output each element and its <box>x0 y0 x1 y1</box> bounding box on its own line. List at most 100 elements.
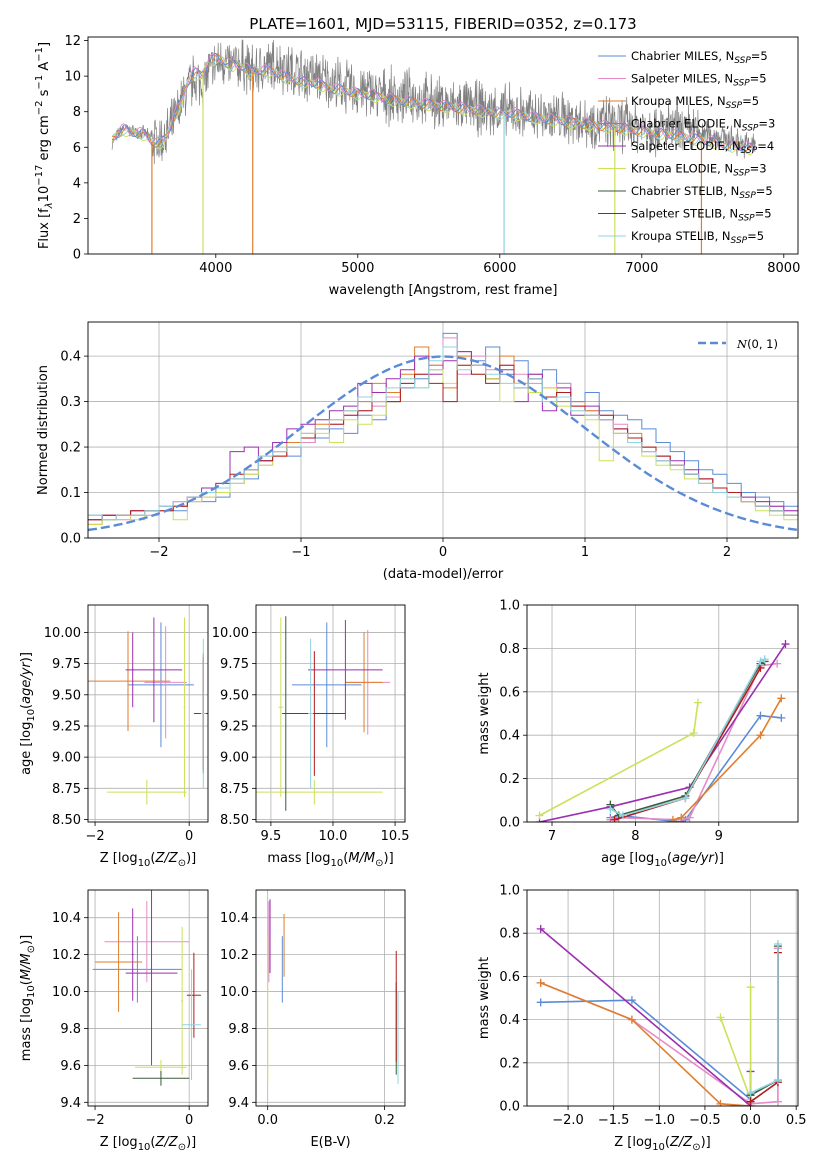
spectrum-y-label-part: 10 <box>37 186 52 203</box>
y-tick-label: 10.0 <box>52 985 81 1000</box>
y-tick-label: 0.0 <box>499 1100 520 1115</box>
weight-marker-cyan <box>773 1076 782 1085</box>
legend-entry-sub: SSP <box>731 236 748 246</box>
mass_vs_ebv-frame <box>255 889 406 1107</box>
legend-entry-text: Salpeter MILES, N <box>631 72 733 86</box>
y-tick-label: 0.8 <box>499 642 520 657</box>
massweight_vs_Z-y-label: mass weight <box>477 957 492 1039</box>
y-tick-label: 10.4 <box>220 911 249 926</box>
massweight_vs_age-x-label: age [log10(age/yr)] <box>601 851 724 869</box>
x-tick-label: 2 <box>723 545 731 560</box>
age_vs_Z-x-label-part: Z [log <box>100 851 138 866</box>
y-tick-label: 0.1 <box>60 486 81 501</box>
model-fit-line-blue <box>112 52 756 152</box>
age_vs_mass-x-label-part: ( <box>343 851 348 866</box>
y-tick-label: 0.3 <box>60 395 81 410</box>
massweight_vs_Z-plot-area <box>536 924 782 1106</box>
weight-line-cyan <box>750 944 779 1094</box>
figure-title: PLATE=1601, MJD=53115, FIBERID=0352, z=0… <box>249 15 636 33</box>
y-tick-label: 0 <box>73 248 81 263</box>
age_vs_Z-y-label: age [log10(age/yr)] <box>19 652 37 775</box>
mass_vs_Z-y-label-part: )] <box>19 935 34 945</box>
legend-entry-text: Chabrier STELIB, N <box>631 184 739 198</box>
massweight_vs_Z-axes: −2.0 −1.5 −1.0 −0.5 0.0 0.5 0.0 0.2 0.4 0.6 0.8 1.0 <box>499 884 806 1129</box>
age_vs_mass-axes: 9.5 10.0 10.5 8.50 8.75 9.00 9.25 9.50 9.75 10.00 <box>212 605 410 844</box>
y-tick-label: 10.2 <box>52 948 81 963</box>
y-tick-label: 10.4 <box>52 911 81 926</box>
legend-entry-text: Kroupa ELODIE, N <box>631 162 733 176</box>
weight-line-lime <box>719 987 752 1100</box>
y-tick-label: 1.0 <box>499 884 520 899</box>
legend-entry: Kroupa ELODIE, NSSP=3 <box>631 162 767 179</box>
mass_vs_ebv-plot-area <box>267 899 399 1084</box>
y-tick-label: 0.6 <box>499 685 520 700</box>
legend-entry-count: =5 <box>750 72 767 86</box>
mass_vs_Z-x-label-part: Z [log <box>100 1135 138 1150</box>
weight-line-purple <box>539 643 787 822</box>
weight-marker-lime <box>693 698 702 707</box>
y-tick-label: 0.2 <box>499 1056 520 1071</box>
massweight_vs_age-x-label-part: )] <box>714 851 724 866</box>
legend-entry: Salpeter MILES, NSSP=5 <box>631 72 767 89</box>
legend-entry-count: =5 <box>751 49 768 63</box>
legend-entry: Salpeter ELODIE, NSSP=4 <box>631 139 774 156</box>
x-tick-label: 0.5 <box>786 1113 807 1128</box>
residuals-frame <box>87 321 799 539</box>
age_vs_mass-plot-area <box>256 616 391 811</box>
weight-marker-purple <box>781 640 790 649</box>
massweight_vs_age-x-label-part: age [log <box>601 851 654 866</box>
y-tick-label: 10.2 <box>220 948 249 963</box>
x-tick-label: 7000 <box>625 261 658 276</box>
spectrum-frame <box>87 36 799 255</box>
massweight_vs_age-y-label: mass weight <box>477 672 492 754</box>
x-tick-label: −1.0 <box>644 1113 676 1128</box>
y-tick-label: 9.75 <box>52 657 81 672</box>
mass_vs_ebv-x-label: E(B-V) <box>310 1135 350 1150</box>
spectrum-y-label-part: λ <box>44 202 55 209</box>
y-tick-label: 10.00 <box>212 626 249 641</box>
mass_vs_Z-x-label-part: ⊙ <box>178 1142 186 1153</box>
legend-entry-count: =5 <box>756 184 773 198</box>
massweight_vs_Z-x-label-part: Z [log <box>614 1135 652 1150</box>
weight-marker-orange <box>756 731 765 740</box>
residuals-x-label: (data-model)/error <box>383 567 504 582</box>
y-tick-label: 10.0 <box>220 985 249 1000</box>
massweight_vs_age-frame <box>526 604 799 823</box>
spectrum-y-label-part: −2 <box>34 100 45 115</box>
y-tick-label: 9.6 <box>60 1059 81 1074</box>
spectrum-y-label-part: −17 <box>34 165 45 186</box>
age_vs_Z-x-label-part: Z/Z <box>155 851 179 866</box>
x-tick-label: 6000 <box>483 261 516 276</box>
legend-gaussian-symbol: N <box>736 337 748 351</box>
age_vs_Z-frame <box>87 604 209 823</box>
y-tick-label: 8 <box>73 105 81 120</box>
age_vs_Z-y-label-part: )] <box>19 652 34 662</box>
mass_vs_Z-x-label-part: 10 <box>138 1142 151 1153</box>
mass_vs_Z-y-label: mass [log10(M/M⊙)] <box>19 935 37 1061</box>
y-tick-label: 9.8 <box>60 1022 81 1037</box>
weight-marker-blue <box>536 998 545 1007</box>
legend-entry: Salpeter STELIB, NSSP=5 <box>631 207 772 224</box>
massweight_vs_Z-x-label-part: 10 <box>652 1142 665 1153</box>
legend-entry-sub: SSP <box>734 56 751 66</box>
y-tick-label: 9.8 <box>228 1022 249 1037</box>
weight-line-darkred <box>750 952 779 1103</box>
weight-marker-cyan <box>773 940 782 948</box>
age_vs_mass-x-label-part: M/M <box>348 851 375 866</box>
mass_vs_Z-x-label-part: ( <box>150 1135 155 1150</box>
weight-line-blue <box>540 999 752 1102</box>
y-tick-label: 8.75 <box>52 782 81 797</box>
residuals-y-label: Normed distribution <box>36 365 51 495</box>
weight-line-darkgreen <box>750 946 779 1096</box>
x-tick-label: −2 <box>85 1113 104 1128</box>
age_vs_mass-x-label-part: 10 <box>331 858 344 869</box>
age_vs_Z-axes: −2 0 8.50 8.75 9.00 9.25 9.50 9.75 10.00 <box>44 605 208 844</box>
y-tick-label: 10.00 <box>44 626 81 641</box>
legend-entry: Chabrier ELODIE, NSSP=3 <box>631 117 775 134</box>
mass_vs_Z-x-label: Z [log10(Z/Z⊙)] <box>100 1135 197 1153</box>
massweight_vs_age-x-label-part: ( <box>667 851 672 866</box>
spectrum-y-label-part: −1 <box>34 47 45 62</box>
spectrum-y-label-part: ] <box>37 42 52 47</box>
legend-entry-count: =3 <box>750 162 767 176</box>
y-tick-label: 8.50 <box>220 813 249 828</box>
